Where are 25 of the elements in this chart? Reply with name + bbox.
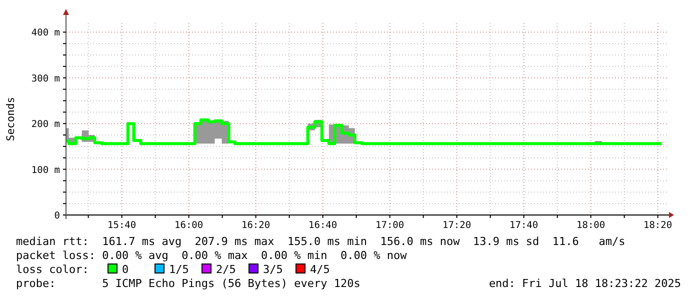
x-tick-label: 15:40 [108,220,136,231]
y-axis-title: Seconds [5,96,17,142]
y-tick-label: 100 m [31,164,60,176]
y-tick-label: 400 m [31,28,60,39]
x-tick-label: 18:20 [644,220,672,231]
x-tick-label: 16:00 [174,220,204,231]
legend-label: 0 [122,263,129,276]
legend-label: 3/5 [263,263,283,276]
x-tick-label: 18:00 [576,220,606,231]
y-tick-label: 0 [54,210,60,222]
legend-title: loss color: [16,263,89,276]
legend-label: 2/5 [216,263,236,276]
x-tick-label: 16:20 [242,220,270,231]
x-tick-label: 16:40 [308,220,338,231]
text: probe: 5 ICMP Echo Pings (56 Bytes) every 120s [16,277,360,290]
text: end: Fri Jul 18 18:23:22 2025 [488,277,681,290]
x-tick-label: 17:20 [442,220,472,231]
y-tick-label: 200 m [31,119,60,130]
x-tick-label: 17:00 [376,220,404,231]
text: packet loss: 0.00 % avg 0.00 % max 0.00 % min 0.00 % now [16,249,408,262]
y-tick-label: 300 m [31,73,60,84]
x-tick-label: 17:40 [510,220,538,231]
legend-label: 4/5 [310,263,330,276]
legend-label: 1/5 [169,263,189,276]
text: median rtt: 161.7 ms avg 207.9 ms max 155.0 ms min 156.0 ms now 13.9 ms sd 11.6 am/s [16,235,626,248]
